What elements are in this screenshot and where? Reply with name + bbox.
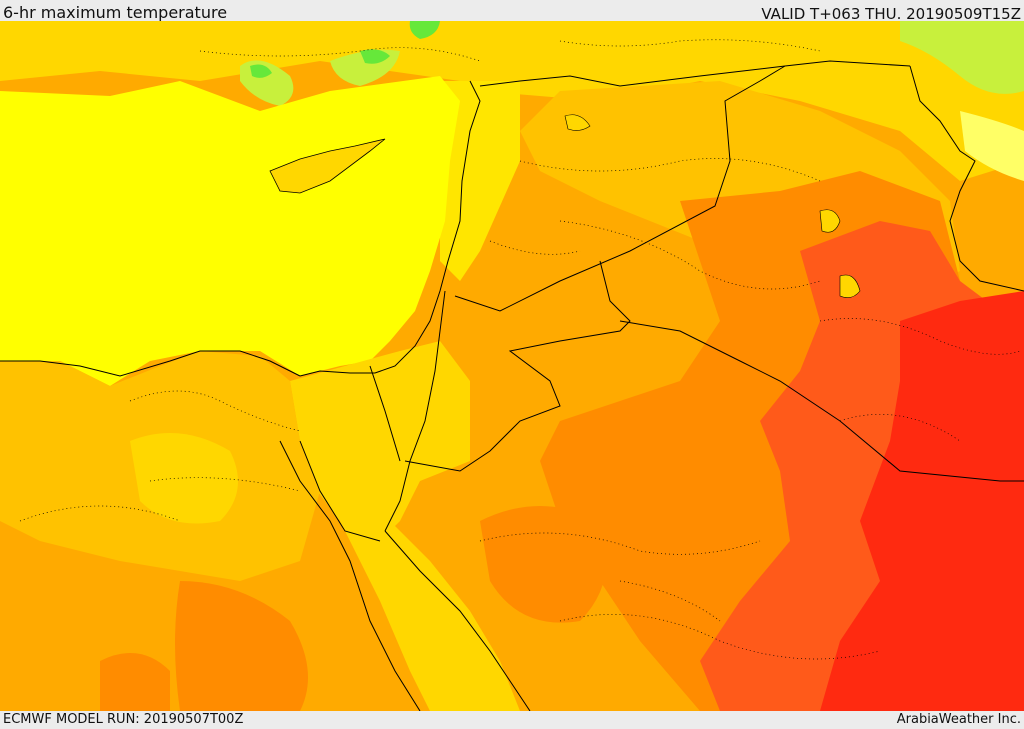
- admin-boundary-4: [129, 390, 301, 432]
- admin-boundary-13: [619, 580, 721, 622]
- temperature-map[interactable]: [0, 21, 1024, 711]
- turkey-syria-border: [479, 60, 911, 87]
- admin-boundary-10: [839, 413, 961, 442]
- south-west-dark-orange-2: [100, 653, 170, 711]
- mediterranean-field: [0, 76, 460, 386]
- levant-yellow-field: [440, 81, 520, 281]
- green-patch-4: [409, 21, 440, 39]
- gulf-of-suez-east-coast: [299, 440, 381, 542]
- cyprus-outline: [269, 138, 386, 194]
- iraq-saudi-border: [619, 320, 1024, 482]
- red-sea-east-coast: [384, 530, 531, 711]
- egypt-gold-patch: [130, 433, 238, 524]
- jordan-northeast-border: [454, 65, 786, 312]
- footer-bar: ECMWF MODEL RUN: 20190507T00Z ArabiaWeat…: [0, 711, 1024, 729]
- sinai-border: [369, 365, 401, 462]
- egypt-coastline: [0, 350, 301, 377]
- credit-label: ArabiaWeather Inc.: [896, 712, 1021, 727]
- green-patch-7: [960, 111, 1024, 181]
- green-patch-6: [900, 21, 1024, 94]
- model-run-label: ECMWF MODEL RUN: 20190507T00Z: [3, 712, 244, 727]
- red-sea-field: [280, 441, 520, 711]
- map-title: 6-hr maximum temperature: [3, 3, 228, 22]
- header-bar: 6-hr maximum temperature VALID T+063 THU…: [0, 0, 1024, 23]
- south-west-dark-orange-1: [175, 581, 308, 711]
- lake-north: [819, 209, 841, 233]
- red-core-field: [820, 291, 1024, 711]
- israel-jordan-border: [384, 290, 446, 532]
- admin-boundary-12: [559, 39, 821, 52]
- valid-time: VALID T+063 THU. 20190509T15Z: [761, 5, 1021, 23]
- jordan-saudi-border: [404, 260, 631, 472]
- admin-boundary-8: [559, 614, 881, 660]
- sinai-field: [290, 341, 470, 541]
- admin-boundaries: [19, 39, 1021, 660]
- lake-south: [839, 274, 861, 298]
- green-patch-5: [250, 64, 272, 78]
- levant-coastline: [299, 80, 481, 377]
- admin-boundary-6: [19, 505, 181, 522]
- iran-iraq-border: [909, 65, 1024, 292]
- lake-syria: [564, 114, 591, 131]
- admin-boundary-11: [199, 47, 481, 62]
- map-canvas: [0, 21, 1024, 711]
- admin-boundary-7: [479, 532, 761, 555]
- green-patch-3: [360, 49, 390, 64]
- gulf-of-suez-west-coast: [279, 440, 421, 711]
- admin-boundary-5: [149, 477, 301, 492]
- border-lines: [0, 60, 1024, 711]
